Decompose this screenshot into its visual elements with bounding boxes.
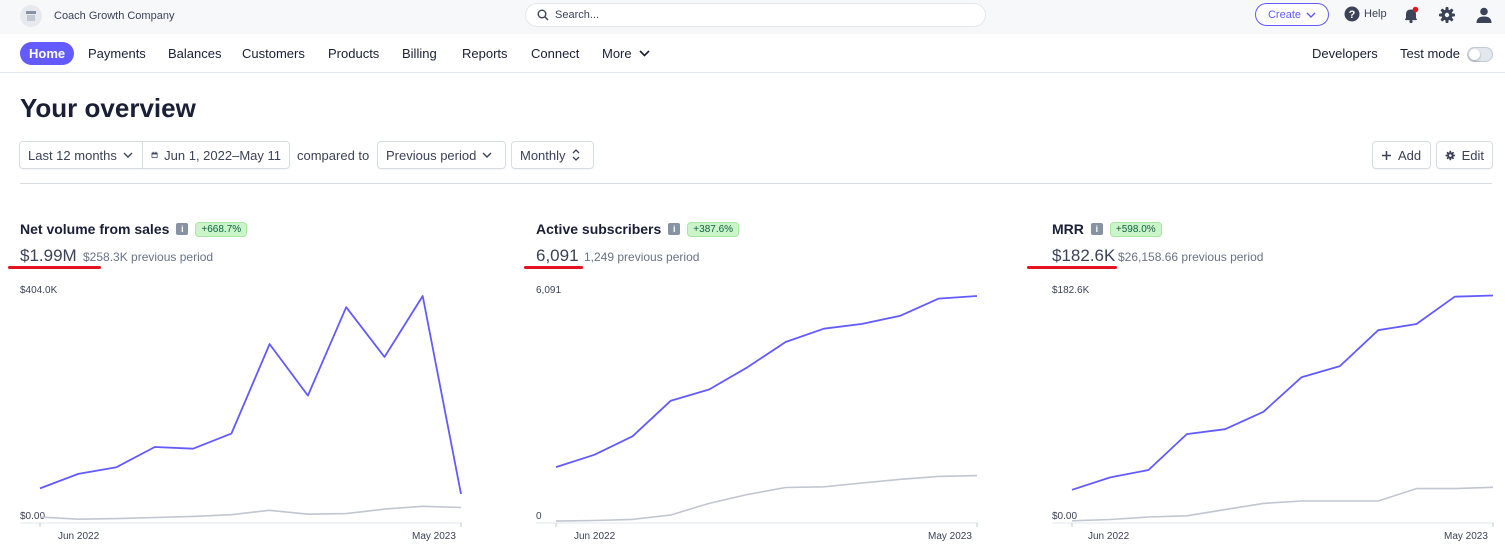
mrr-chart[interactable] xyxy=(1052,290,1494,532)
metric-mrr[interactable]: MRR i +598.0% xyxy=(1052,221,1162,237)
metric-title: Net volume from sales xyxy=(20,221,170,237)
info-icon[interactable]: i xyxy=(176,223,189,235)
date-range-select[interactable]: Last 12 months xyxy=(19,141,143,169)
current-period-line xyxy=(39,295,462,495)
active-subscribers-chart[interactable] xyxy=(536,290,978,532)
metric-previous-period: $26,158.66 previous period xyxy=(1118,250,1264,264)
current-period-line xyxy=(555,295,978,468)
metric-title: Active subscribers xyxy=(536,221,662,237)
svg-text:?: ? xyxy=(1349,9,1356,21)
edit-label: Edit xyxy=(1461,147,1484,163)
top-bar: Coach Growth Company Create ? Help xyxy=(0,0,1505,34)
nav-item-customers[interactable]: Customers xyxy=(242,46,305,61)
company-name: Coach Growth Company xyxy=(54,10,175,22)
test-mode-label: Test mode xyxy=(1400,46,1460,61)
nav-item-more[interactable]: More xyxy=(602,42,650,65)
create-button[interactable]: Create xyxy=(1255,3,1329,26)
x-axis-start-label: Jun 2022 xyxy=(58,531,100,542)
red-annotation-underline xyxy=(524,266,583,269)
help-button[interactable]: ? Help xyxy=(1344,6,1387,22)
plus-icon xyxy=(1382,150,1391,160)
add-label: Add xyxy=(1398,147,1422,163)
main-navigation: Home Payments Balances Customers Product… xyxy=(0,35,1505,73)
date-picker[interactable]: Jun 1, 2022–May 11 xyxy=(142,141,290,169)
x-axis-end-label: May 2023 xyxy=(1444,531,1488,542)
chevron-down-icon xyxy=(123,152,133,158)
y-axis-bottom-label: $0.00 xyxy=(20,511,46,522)
date-picker-label: Jun 1, 2022–May 11 xyxy=(164,147,281,163)
x-axis-end-label: May 2023 xyxy=(928,531,972,542)
current-period-line xyxy=(1071,294,1494,491)
nav-item-products[interactable]: Products xyxy=(328,46,380,61)
x-axis-end-label: May 2023 xyxy=(412,531,456,542)
gear-icon xyxy=(1445,150,1456,160)
y-axis-bottom-label: 0 xyxy=(536,511,542,522)
add-button[interactable]: Add xyxy=(1372,141,1431,169)
nav-item-developers[interactable]: Developers xyxy=(1312,46,1378,61)
x-axis-start-label: Jun 2022 xyxy=(574,531,616,542)
create-label: Create xyxy=(1267,8,1302,21)
change-badge: +598.0% xyxy=(1109,221,1162,237)
nav-item-more-label: More xyxy=(602,46,632,61)
red-annotation-underline xyxy=(8,266,101,269)
x-axis-start-label: Jun 2022 xyxy=(1088,531,1130,542)
previous-period-line xyxy=(1071,486,1494,522)
interval-label: Monthly xyxy=(520,147,566,163)
chevron-down-icon xyxy=(482,152,492,158)
search-input[interactable] xyxy=(555,9,955,21)
y-axis-top-label: $182.6K xyxy=(1052,285,1090,296)
previous-period-line xyxy=(555,474,978,522)
net-volume-chart[interactable] xyxy=(20,290,462,532)
interval-select[interactable]: Monthly xyxy=(511,141,594,169)
previous-period-line xyxy=(39,505,462,520)
help-icon: ? xyxy=(1344,6,1360,22)
user-profile-icon[interactable] xyxy=(1475,6,1493,24)
y-axis-top-label: $404.0K xyxy=(20,285,58,296)
comparison-label: Previous period xyxy=(386,147,477,163)
nav-item-balances[interactable]: Balances xyxy=(168,46,222,61)
store-icon xyxy=(20,5,42,27)
settings-gear-icon[interactable] xyxy=(1438,6,1456,24)
info-icon[interactable]: i xyxy=(1090,223,1103,235)
search-icon xyxy=(537,9,549,21)
metric-previous-period: 1,249 previous period xyxy=(584,250,700,264)
nav-item-connect[interactable]: Connect xyxy=(531,46,580,61)
y-axis-bottom-label: $0.00 xyxy=(1052,511,1078,522)
help-label: Help xyxy=(1364,8,1387,20)
nav-item-home[interactable]: Home xyxy=(20,42,75,65)
chevron-down-icon xyxy=(1306,12,1316,18)
compared-to-label: compared to xyxy=(297,148,370,163)
date-range-label: Last 12 months xyxy=(28,147,117,163)
comparison-select[interactable]: Previous period xyxy=(377,141,506,169)
search-bar[interactable] xyxy=(525,3,986,27)
metric-previous-period: $258.3K previous period xyxy=(83,250,214,264)
nav-item-reports[interactable]: Reports xyxy=(462,46,508,61)
metric-title: MRR xyxy=(1052,221,1084,237)
account-switcher[interactable]: Coach Growth Company xyxy=(20,4,174,28)
red-annotation-underline xyxy=(1027,266,1117,269)
change-badge: +387.6% xyxy=(687,221,740,237)
edit-button[interactable]: Edit xyxy=(1436,141,1493,169)
chevron-up-down-icon xyxy=(572,149,579,161)
calendar-icon xyxy=(151,151,158,158)
metric-value: 6,091 xyxy=(536,246,579,265)
notifications-bell-icon[interactable] xyxy=(1402,6,1420,24)
metric-value: $1.99M xyxy=(20,246,77,265)
metric-active-subscribers[interactable]: Active subscribers i +387.6% xyxy=(536,221,740,237)
test-mode-toggle[interactable] xyxy=(1467,47,1493,62)
y-axis-top-label: 6,091 xyxy=(536,285,562,296)
nav-item-billing[interactable]: Billing xyxy=(402,46,437,61)
metric-value: $182.6K xyxy=(1052,246,1116,265)
nav-item-payments[interactable]: Payments xyxy=(88,46,146,61)
change-badge: +668.7% xyxy=(195,221,248,237)
chevron-down-icon xyxy=(639,50,650,57)
info-icon[interactable]: i xyxy=(668,223,681,235)
page-title: Your overview xyxy=(20,93,196,123)
section-divider xyxy=(20,183,1492,184)
metric-net-volume[interactable]: Net volume from sales i +668.7% xyxy=(20,221,248,237)
